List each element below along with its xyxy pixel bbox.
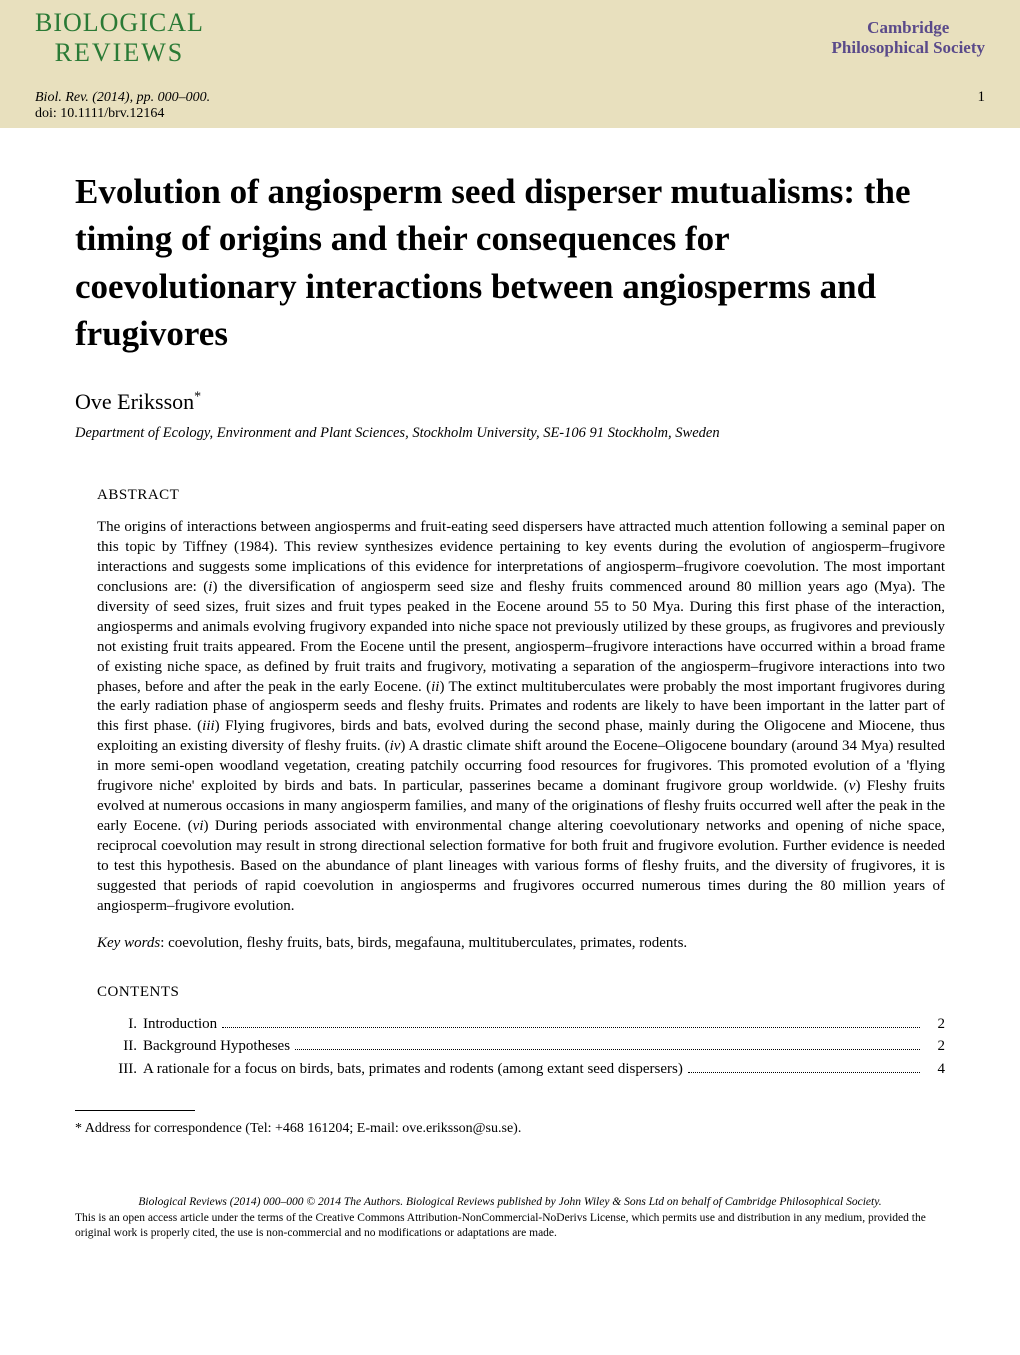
correspondence-footnote: * Address for correspondence (Tel: +468 … [75, 1121, 945, 1137]
abstract-body: The origins of interactions between angi… [97, 518, 945, 917]
license-journal-ref: Biological Reviews [138, 1196, 226, 1208]
keywords: Key words: coevolution, fleshy fruits, b… [97, 935, 945, 952]
publisher-line1: Cambridge [832, 18, 985, 38]
license-rest: This is an open access article under the… [75, 1211, 945, 1242]
toc-page: 2 [925, 1013, 945, 1036]
footer: Biological Reviews (2014) 000–000 © 2014… [0, 1195, 1020, 1262]
license-line1: Biological Reviews (2014) 000–000 © 2014… [75, 1195, 945, 1211]
author-text: Ove Eriksson [75, 389, 194, 414]
footnote-divider [75, 1110, 195, 1111]
toc-numeral: I. [117, 1013, 143, 1036]
toc-dots [295, 1049, 920, 1050]
keywords-text: : coevolution, fleshy fruits, bats, bird… [160, 935, 687, 951]
journal-name-line1: BIOLOGICAL [35, 8, 204, 38]
author-affiliation: Department of Ecology, Environment and P… [75, 425, 945, 442]
toc-row: II.Background Hypotheses 2 [117, 1035, 945, 1058]
citation-text: Biol. Rev. (2014), pp. 000–000. [35, 90, 210, 106]
author-suffix: * [194, 390, 201, 405]
content-area: Evolution of angiosperm seed disperser m… [0, 128, 1020, 1195]
toc-numeral: II. [117, 1035, 143, 1058]
header-band: BIOLOGICAL REVIEWS Cambridge Philosophic… [0, 0, 1020, 128]
author-name: Ove Eriksson* [75, 389, 945, 415]
contents-header: CONTENTS [97, 984, 945, 1001]
toc-row: I.Introduction 2 [117, 1013, 945, 1036]
page-number: 1 [978, 89, 986, 106]
toc-numeral: III. [117, 1058, 143, 1081]
license-text: Biological Reviews (2014) 000–000 © 2014… [75, 1195, 945, 1242]
doi-text: doi: 10.1111/brv.12164 [35, 106, 164, 122]
toc-label: Introduction [143, 1013, 217, 1036]
journal-logo: BIOLOGICAL REVIEWS [35, 8, 204, 68]
toc-page: 4 [925, 1058, 945, 1081]
toc-dots [222, 1027, 920, 1028]
publisher-logo: Cambridge Philosophical Society [832, 18, 985, 58]
toc-page: 2 [925, 1035, 945, 1058]
toc-dots [688, 1072, 920, 1073]
keywords-label: Key words [97, 935, 160, 951]
article-title: Evolution of angiosperm seed disperser m… [75, 168, 945, 357]
abstract-header: ABSTRACT [97, 487, 945, 504]
toc-label: A rationale for a focus on birds, bats, … [143, 1058, 683, 1081]
table-of-contents: I.Introduction 2 II.Background Hypotheses 2… [117, 1013, 945, 1081]
toc-label: Background Hypotheses [143, 1035, 290, 1058]
license-line1-rest: (2014) 000–000 © 2014 The Authors. Biolo… [230, 1196, 882, 1208]
publisher-line2: Philosophical Society [832, 38, 985, 58]
journal-name-line2: REVIEWS [35, 38, 204, 68]
toc-row: III.A rationale for a focus on birds, ba… [117, 1058, 945, 1081]
